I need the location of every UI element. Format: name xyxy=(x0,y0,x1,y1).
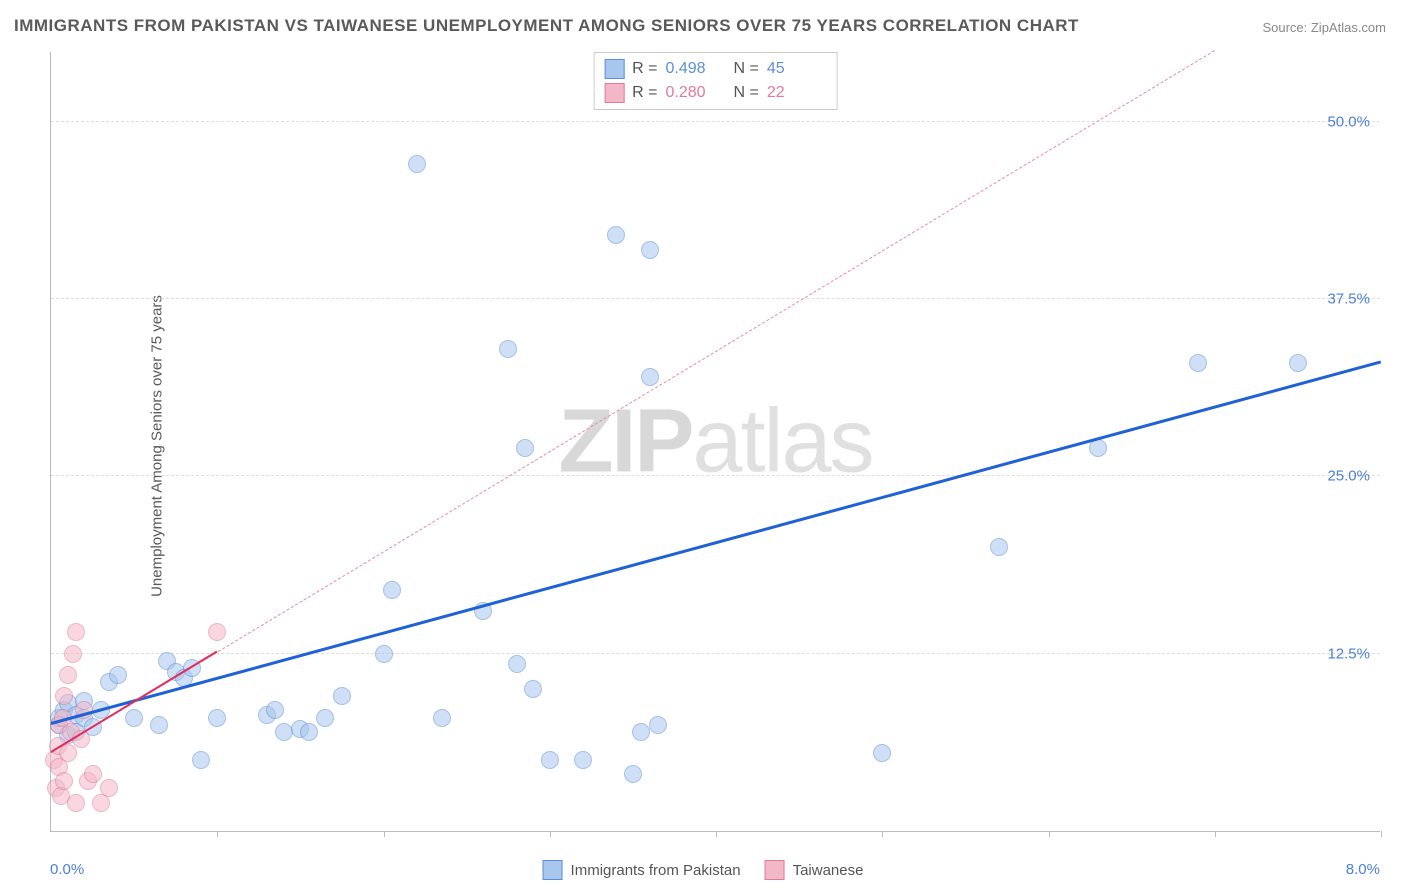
r-label: R = xyxy=(632,84,657,102)
source-attribution: Source: ZipAtlas.com xyxy=(1262,20,1386,35)
gridline xyxy=(51,653,1380,654)
legend-label: Immigrants from Pakistan xyxy=(571,862,741,879)
data-point xyxy=(300,723,318,741)
data-point xyxy=(109,666,127,684)
x-tick xyxy=(384,831,385,837)
data-point xyxy=(408,155,426,173)
series-swatch xyxy=(604,83,624,103)
n-value: 22 xyxy=(767,84,827,102)
x-tick xyxy=(1215,831,1216,837)
data-point xyxy=(516,439,534,457)
n-label: N = xyxy=(734,84,759,102)
data-point xyxy=(990,538,1008,556)
scatter-plot: ZIPatlas R = 0.498 N = 45 R = 0.280 N = 22 12.5… xyxy=(50,52,1380,832)
r-value: 0.280 xyxy=(666,84,726,102)
x-tick xyxy=(716,831,717,837)
data-point xyxy=(208,709,226,727)
data-point xyxy=(383,581,401,599)
x-axis-max-label: 8.0% xyxy=(1346,861,1380,878)
data-point xyxy=(208,623,226,641)
data-point xyxy=(125,709,143,727)
data-point xyxy=(499,340,517,358)
data-point xyxy=(84,765,102,783)
data-point xyxy=(192,751,210,769)
r-value: 0.498 xyxy=(666,60,726,78)
data-point xyxy=(316,709,334,727)
x-tick xyxy=(217,831,218,837)
data-point xyxy=(433,709,451,727)
x-tick xyxy=(550,831,551,837)
data-point xyxy=(1289,354,1307,372)
legend-item: Immigrants from Pakistan xyxy=(543,860,741,880)
data-point xyxy=(873,744,891,762)
data-point xyxy=(641,241,659,259)
legend-swatch xyxy=(543,860,563,880)
data-point xyxy=(632,723,650,741)
data-point xyxy=(1189,354,1207,372)
x-axis-origin-label: 0.0% xyxy=(50,861,84,878)
data-point xyxy=(624,765,642,783)
legend-label: Taiwanese xyxy=(793,862,864,879)
data-point xyxy=(59,666,77,684)
data-point xyxy=(649,716,667,734)
legend-item: Taiwanese xyxy=(765,860,864,880)
data-point xyxy=(67,794,85,812)
trend-line xyxy=(51,360,1382,725)
stats-row: R = 0.498 N = 45 xyxy=(604,57,827,81)
watermark: ZIPatlas xyxy=(558,390,872,493)
data-point xyxy=(508,655,526,673)
data-point xyxy=(64,645,82,663)
data-point xyxy=(641,368,659,386)
gridline xyxy=(51,121,1380,122)
chart-title: IMMIGRANTS FROM PAKISTAN VS TAIWANESE UN… xyxy=(14,16,1079,36)
x-tick xyxy=(1381,831,1382,837)
n-value: 45 xyxy=(767,60,827,78)
data-point xyxy=(375,645,393,663)
data-point xyxy=(150,716,168,734)
gridline xyxy=(51,298,1380,299)
data-point xyxy=(607,226,625,244)
data-point xyxy=(524,680,542,698)
data-point xyxy=(275,723,293,741)
source-prefix: Source: xyxy=(1262,20,1310,35)
source-name: ZipAtlas.com xyxy=(1311,20,1386,35)
gridline xyxy=(51,475,1380,476)
data-point xyxy=(266,701,284,719)
correlation-stats-legend: R = 0.498 N = 45 R = 0.280 N = 22 xyxy=(593,52,838,110)
n-label: N = xyxy=(734,60,759,78)
trend-line xyxy=(51,50,1215,753)
y-tick-label: 12.5% xyxy=(1327,645,1370,662)
y-tick-label: 50.0% xyxy=(1327,113,1370,130)
series-legend: Immigrants from Pakistan Taiwanese xyxy=(543,860,864,880)
y-tick-label: 25.0% xyxy=(1327,468,1370,485)
r-label: R = xyxy=(632,60,657,78)
data-point xyxy=(55,772,73,790)
y-tick-label: 37.5% xyxy=(1327,291,1370,308)
x-tick xyxy=(882,831,883,837)
series-swatch xyxy=(604,59,624,79)
data-point xyxy=(100,779,118,797)
data-point xyxy=(574,751,592,769)
data-point xyxy=(55,687,73,705)
x-tick xyxy=(1049,831,1050,837)
data-point xyxy=(67,623,85,641)
data-point xyxy=(333,687,351,705)
stats-row: R = 0.280 N = 22 xyxy=(604,81,827,105)
data-point xyxy=(541,751,559,769)
legend-swatch xyxy=(765,860,785,880)
